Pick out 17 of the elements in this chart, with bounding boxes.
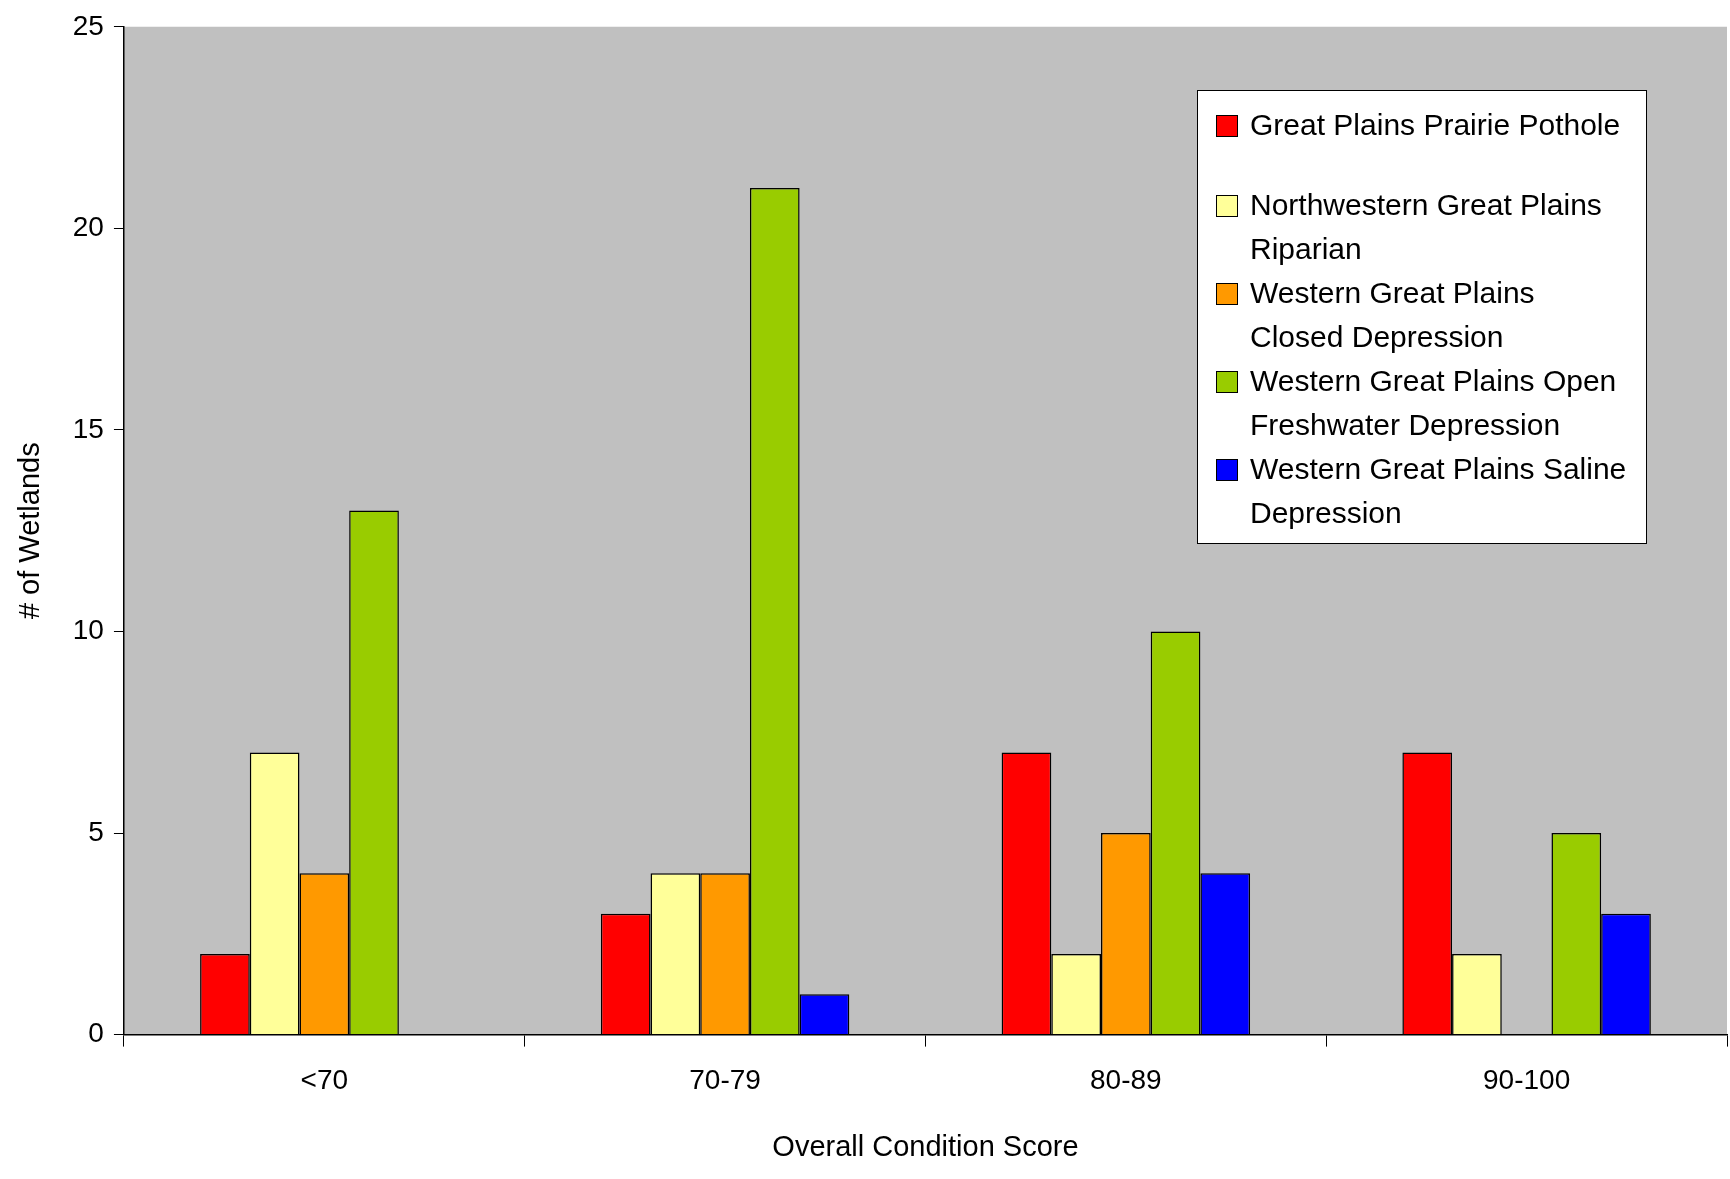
x-tick-label: 90-100 [1483, 1064, 1571, 1096]
x-tick-label: 80-89 [1090, 1064, 1162, 1096]
legend-label: Western Great Plains Saline Depression [1250, 451, 1628, 531]
y-axis-title: # of Wetlands [13, 442, 46, 620]
x-tick-label: <70 [300, 1064, 349, 1096]
y-tick-label: 25 [72, 9, 104, 41]
y-tick-label: 5 [88, 815, 104, 847]
legend-label: Western Great Plains Open Freshwater Depression [1250, 363, 1618, 443]
legend-label: Great Plains Prairie Pothole [1250, 107, 1621, 143]
x-axis-title: Overall Condition Score [772, 1129, 1079, 1162]
y-tick-label: 10 [72, 614, 104, 646]
legend-label: Northwestern Great Plains Riparian [1250, 187, 1603, 267]
y-tick-label: 20 [72, 211, 104, 243]
y-tick-label: 0 [88, 1017, 104, 1049]
legend-label: Western Great Plains Closed Depression [1250, 275, 1536, 355]
y-tick-label: 15 [72, 412, 104, 444]
x-tick-label: 70-79 [689, 1064, 761, 1096]
